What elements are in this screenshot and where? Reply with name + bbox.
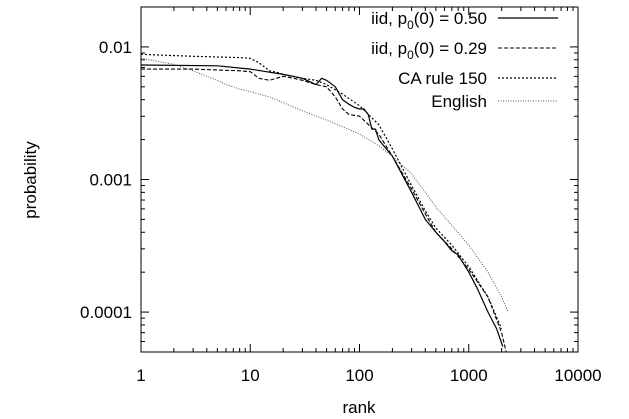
legend-label-subscript: 0 — [407, 18, 414, 32]
legend-label-2: iid, p0(0) = 0.29 — [371, 39, 487, 62]
data-series — [141, 53, 509, 352]
y-axis-label: probability — [21, 141, 40, 219]
legend-label-main: CA rule 150 — [398, 69, 487, 88]
x-tick-label: 10000 — [554, 366, 601, 385]
legend-label-3: CA rule 150 — [398, 69, 487, 88]
axis-tick-labels: 1 10 100 1000 10000 0.01 0.001 0.0001 — [80, 38, 602, 385]
legend-label-main: iid, p — [371, 9, 407, 28]
axis-ticks — [140, 6, 578, 353]
series-line-2 — [141, 68, 507, 352]
x-tick-label: 1 — [136, 366, 145, 385]
x-axis-label: rank — [342, 398, 376, 417]
x-tick-label: 10 — [241, 366, 260, 385]
legend-label-rest: (0) = 0.29 — [414, 39, 487, 58]
plot-frame — [140, 6, 579, 353]
y-tick-label: 0.001 — [89, 171, 132, 190]
y-tick-label: 0.01 — [99, 38, 132, 57]
y-tick-label: 0.0001 — [80, 303, 132, 322]
x-tick-label: 1000 — [450, 366, 488, 385]
series-line-4 — [141, 57, 509, 313]
x-tick-label: 100 — [345, 366, 373, 385]
legend-label-1: iid, p0(0) = 0.50 — [371, 9, 487, 32]
legend-label-main: iid, p — [371, 39, 407, 58]
legend-label-rest: (0) = 0.50 — [414, 9, 487, 28]
legend-label-subscript: 0 — [407, 48, 414, 62]
legend-label-4: English — [431, 92, 487, 111]
legend-label-main: English — [431, 92, 487, 111]
